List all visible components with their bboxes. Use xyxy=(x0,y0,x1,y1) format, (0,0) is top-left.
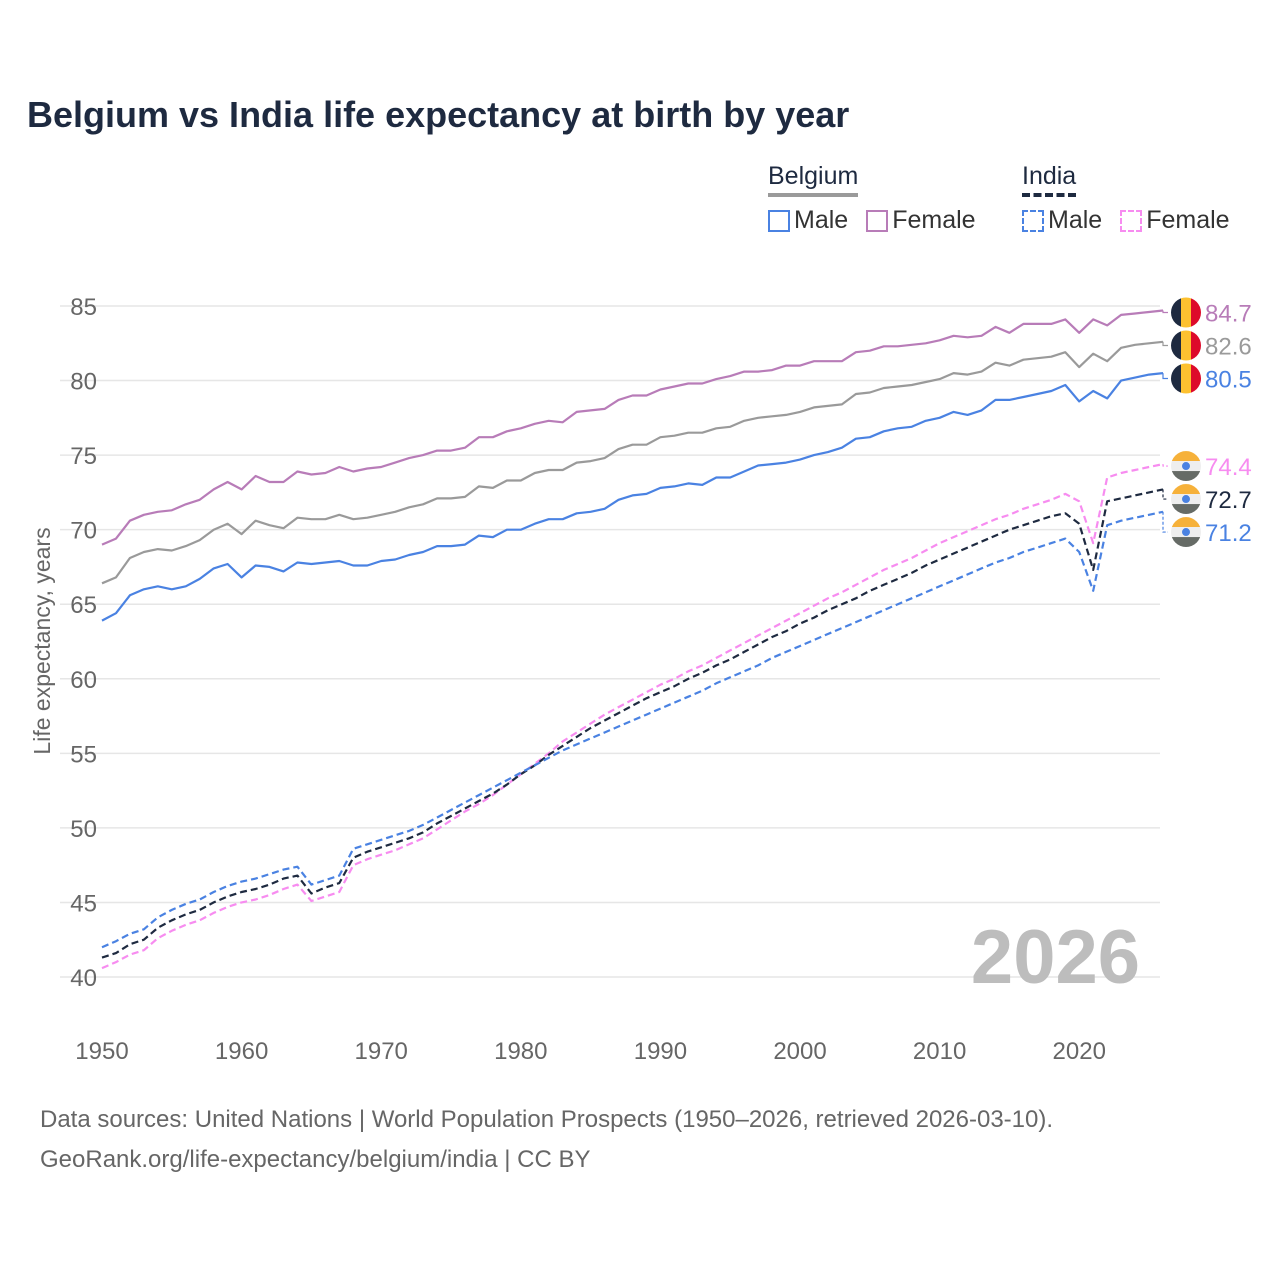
y-axis-label: Life expectancy, years xyxy=(29,527,55,754)
flag-stripe xyxy=(1171,363,1181,394)
y-tick-label: 60 xyxy=(70,667,97,694)
series-line-india-female xyxy=(101,463,1164,970)
flag-stripe xyxy=(1171,451,1201,462)
flag-stripe xyxy=(1171,537,1201,548)
india-flag-icon xyxy=(1171,484,1201,515)
end-value-label: 71.2 xyxy=(1205,520,1252,547)
year-watermark: 2026 xyxy=(971,915,1140,1000)
legend-items-belgium: Male Female xyxy=(768,206,976,235)
flag-stripe xyxy=(1191,297,1201,328)
label-connector xyxy=(1162,511,1168,533)
legend-item-belgium-female[interactable]: Female xyxy=(866,206,976,235)
flag-body xyxy=(1171,517,1201,548)
series-line-india-total xyxy=(101,488,1164,959)
flag-stripe xyxy=(1191,330,1201,361)
legend-header-india: India xyxy=(1022,162,1077,197)
legend-label: Male xyxy=(1048,206,1103,234)
chart-title: Belgium vs India life expectancy at birt… xyxy=(27,94,850,135)
chakra-icon xyxy=(1182,462,1190,471)
legend-item-belgium-male[interactable]: Male xyxy=(768,206,848,235)
y-tick-label: 75 xyxy=(70,443,97,470)
flag-stripe xyxy=(1171,484,1201,495)
legend-label: Female xyxy=(1146,206,1230,234)
y-tick-label: 80 xyxy=(70,369,97,396)
series-line-belgium-male xyxy=(101,372,1164,622)
india-flag-icon xyxy=(1171,517,1201,548)
belgium-flag-icon xyxy=(1171,363,1201,394)
label-connector xyxy=(1162,341,1168,347)
x-tick-label: 1960 xyxy=(215,1038,268,1065)
footer-attribution: GeoRank.org/life-expectancy/belgium/indi… xyxy=(40,1146,591,1173)
y-tick-label: 55 xyxy=(70,741,97,768)
flag-stripe xyxy=(1171,471,1201,482)
chakra-icon xyxy=(1182,528,1190,537)
legend-item-india-female[interactable]: Female xyxy=(1120,206,1230,235)
series-line-india-male xyxy=(101,510,1164,949)
y-tick-label: 50 xyxy=(70,816,97,843)
end-value-label: 74.4 xyxy=(1205,454,1252,481)
series-line-belgium-female xyxy=(101,309,1164,546)
x-tick-label: 1950 xyxy=(75,1038,128,1065)
x-tick-label: 2000 xyxy=(773,1038,826,1065)
end-value-label: 84.7 xyxy=(1205,300,1252,327)
belgium-flag-icon xyxy=(1171,297,1201,328)
flag-body xyxy=(1171,297,1201,328)
series-line-belgium-total xyxy=(101,340,1164,585)
legend-group-belgium: Belgium xyxy=(768,162,859,197)
legend-swatch xyxy=(1120,209,1143,232)
legend-swatch xyxy=(1022,209,1044,232)
label-connector xyxy=(1162,310,1168,314)
x-tick-label: 1990 xyxy=(634,1038,687,1065)
y-tick-label: 40 xyxy=(70,965,97,992)
label-connector xyxy=(1162,373,1168,380)
flag-body xyxy=(1171,484,1201,515)
end-value-label: 72.7 xyxy=(1205,487,1252,514)
x-tick-label: 1970 xyxy=(355,1038,408,1065)
flag-stripe xyxy=(1171,330,1181,361)
y-tick-label: 45 xyxy=(70,890,97,917)
x-tick-label: 2010 xyxy=(913,1038,966,1065)
flag-body xyxy=(1171,451,1201,482)
flag-stripe xyxy=(1171,517,1201,528)
legend-label: Female xyxy=(892,206,976,234)
legend-group-india: India xyxy=(1022,162,1077,197)
flag-stripe xyxy=(1191,363,1201,394)
legend-item-india-male[interactable]: Male xyxy=(1022,206,1102,235)
x-tick-label: 2020 xyxy=(1053,1038,1106,1065)
end-value-label: 82.6 xyxy=(1205,333,1252,360)
label-connector xyxy=(1162,464,1168,467)
footer-sources: Data sources: United Nations | World Pop… xyxy=(40,1106,1054,1133)
flag-stripe xyxy=(1181,297,1191,328)
y-tick-label: 85 xyxy=(70,294,97,321)
flag-stripe xyxy=(1171,504,1201,515)
legend-swatch xyxy=(768,209,790,232)
legend-swatch xyxy=(866,209,889,232)
legend-header-belgium: Belgium xyxy=(768,162,859,197)
legend-label: Male xyxy=(794,206,849,234)
flag-stripe xyxy=(1181,363,1191,394)
end-value-label: 80.5 xyxy=(1205,366,1252,393)
y-tick-label: 65 xyxy=(70,592,97,619)
y-tick-label: 70 xyxy=(70,518,97,545)
flag-stripe xyxy=(1181,330,1191,361)
flag-stripe xyxy=(1171,297,1181,328)
legend-items-india: Male Female xyxy=(1022,206,1230,235)
x-tick-label: 1980 xyxy=(494,1038,547,1065)
chakra-icon xyxy=(1182,495,1190,504)
india-flag-icon xyxy=(1171,451,1201,482)
label-connector xyxy=(1162,489,1168,500)
belgium-flag-icon xyxy=(1171,330,1201,361)
flag-body xyxy=(1171,330,1201,361)
flag-body xyxy=(1171,363,1201,394)
